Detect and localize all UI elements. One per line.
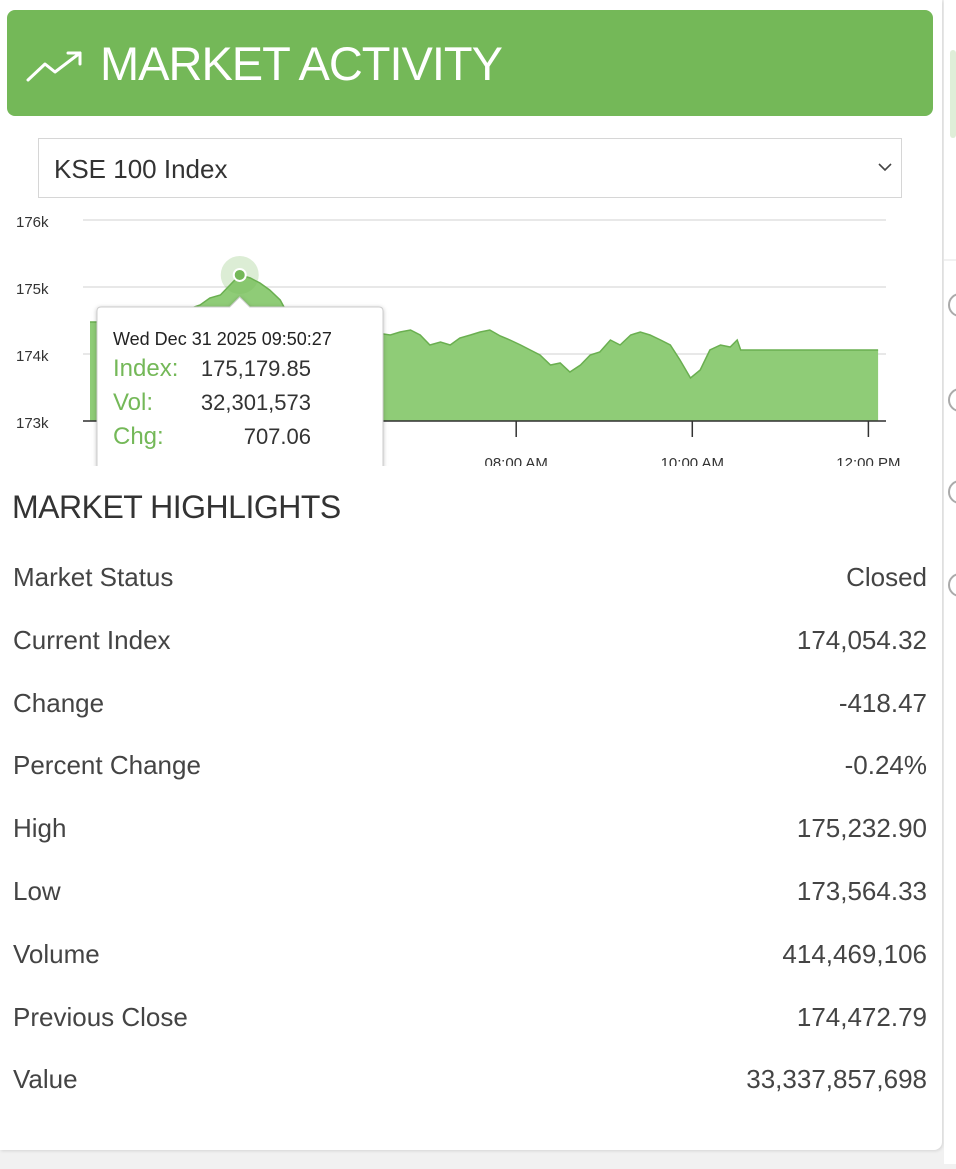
row-label: Change — [13, 687, 105, 718]
tooltip-value: 707.06 — [244, 424, 311, 449]
side-radio[interactable] — [948, 388, 956, 412]
header: MARKET ACTIVITY — [7, 10, 933, 116]
row-value: 174,054.32 — [796, 624, 927, 655]
y-tick-label: 174k — [16, 348, 49, 365]
tooltip-label: Vol: — [113, 389, 153, 416]
tooltip-label: Index: — [113, 355, 178, 382]
y-tick-label: 175k — [16, 281, 49, 298]
tooltip-date: Wed Dec 31 2025 09:50:27 — [113, 329, 332, 349]
row-label: Market Status — [13, 562, 174, 592]
highlight-row: High 175,232.90 — [13, 811, 927, 845]
x-tick-label: 12:00 PM — [836, 455, 900, 466]
highlight-row: Previous Close 174,472.79 — [13, 1000, 927, 1034]
row-value: 174,472.79 — [796, 1001, 927, 1032]
tooltip-label: Chg: — [113, 423, 164, 450]
row-label: Current Index — [13, 624, 171, 655]
highlight-row: Volume 414,469,106 — [13, 937, 927, 971]
chart: 173k 174k 175k 176k 08:00 AM 10:00 AM 12:00 PM… — [16, 214, 900, 466]
highlights-title: MARKET HIGHLIGHTS — [12, 489, 341, 525]
chevron — [878, 163, 892, 172]
tooltip-box — [96, 296, 384, 466]
highlight-row: Value 33,337,857,698 — [13, 1062, 927, 1096]
row-label: Low — [13, 876, 61, 906]
x-tick-label: 10:00 AM — [661, 455, 724, 466]
row-label: High — [13, 813, 67, 844]
y-tick-label: 173k — [16, 415, 49, 432]
side-decor — [944, 50, 956, 597]
row-label: Previous Close — [13, 1001, 188, 1032]
highlight-row: Change -418.47 — [13, 686, 927, 720]
row-value: 173,564.33 — [796, 876, 927, 906]
tooltip-value: 175,179.85 — [201, 356, 311, 381]
index-select[interactable]: KSE 100 Index — [38, 138, 902, 198]
row-label: Percent Change — [13, 750, 201, 781]
y-tick-label: 176k — [16, 214, 49, 231]
side-tab — [950, 50, 956, 138]
side-radio[interactable] — [948, 480, 956, 504]
row-label: Volume — [13, 938, 100, 969]
row-value: -418.47 — [838, 687, 927, 718]
row-value: 414,469,106 — [782, 938, 927, 969]
tooltip — [96, 296, 384, 466]
header-title: MARKET ACTIVITY — [100, 37, 503, 90]
highlight-row: Current Index 174,054.32 — [13, 623, 927, 657]
row-value: Closed — [846, 562, 927, 592]
side-radio[interactable] — [948, 293, 956, 317]
highlight-row: Market Status Closed — [13, 560, 927, 594]
highlight-row: Percent Change -0.24% — [13, 748, 927, 782]
highlight-point — [232, 267, 247, 282]
side-panel — [944, 0, 956, 1164]
row-label: Value — [13, 1064, 78, 1095]
row-value: 33,337,857,698 — [746, 1064, 927, 1095]
trend-icon — [26, 51, 82, 82]
x-tick-label: 08:00 AM — [485, 455, 548, 466]
row-value: -0.24% — [844, 750, 927, 781]
side-radio[interactable] — [948, 573, 956, 597]
row-value: 175,232.90 — [796, 813, 927, 844]
highlight-row: Low 173,564.33 — [13, 874, 927, 908]
tooltip-value: 32,301,573 — [201, 390, 311, 415]
select-value: KSE 100 Index — [54, 154, 228, 184]
